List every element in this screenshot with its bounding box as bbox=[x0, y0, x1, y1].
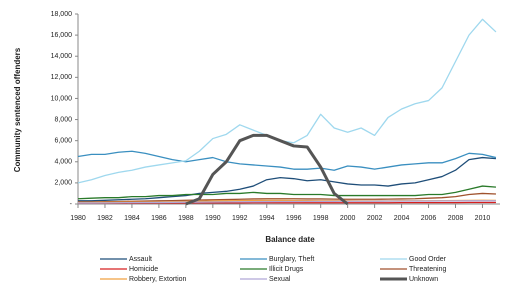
x-tick-label: 1986 bbox=[151, 215, 167, 222]
y-tick-label: 10,000 bbox=[51, 95, 73, 102]
legend-label: Burglary, Theft bbox=[269, 256, 314, 263]
x-tick-label: 2000 bbox=[340, 215, 356, 222]
series-line bbox=[78, 156, 497, 202]
y-tick-label: 12,000 bbox=[51, 74, 73, 81]
y-tick-label: 4,000 bbox=[54, 159, 72, 166]
series-line bbox=[185, 133, 349, 206]
x-tick-label: 1998 bbox=[313, 215, 329, 222]
x-tick-label: 1988 bbox=[178, 215, 194, 222]
y-tick-label: 2,000 bbox=[54, 180, 72, 187]
x-tick-label: 1982 bbox=[97, 215, 113, 222]
legend-label: Illicit Drugs bbox=[269, 266, 304, 273]
y-tick-label: 8,000 bbox=[54, 116, 72, 123]
y-tick-label: 14,000 bbox=[51, 53, 73, 60]
x-tick-label: 1980 bbox=[70, 215, 86, 222]
x-axis-title: Balance date bbox=[265, 235, 315, 244]
legend-label: Homicide bbox=[129, 266, 158, 273]
x-tick-label: 2004 bbox=[394, 215, 410, 222]
x-tick-label: 2008 bbox=[448, 215, 464, 222]
y-tick-label: 6,000 bbox=[54, 138, 72, 145]
x-tick-label: 1984 bbox=[124, 215, 140, 222]
y-tick-label: - bbox=[70, 201, 73, 208]
x-tick-label: 1990 bbox=[205, 215, 221, 222]
series-line bbox=[77, 185, 497, 200]
series-line bbox=[77, 150, 497, 171]
legend-label: Threatening bbox=[409, 266, 446, 273]
x-tick-label: 2002 bbox=[367, 215, 383, 222]
legend-label: Good Order bbox=[409, 256, 447, 263]
series-line bbox=[77, 18, 497, 184]
y-axis-title: Community sentenced offenders bbox=[13, 47, 22, 172]
legend-label: Sexual bbox=[269, 276, 291, 283]
x-tick-label: 2006 bbox=[421, 215, 437, 222]
legend-label: Robbery, Extortion bbox=[129, 276, 187, 283]
x-tick-label: 1992 bbox=[232, 215, 248, 222]
y-tick-label: 18,000 bbox=[51, 11, 73, 18]
y-tick-label: 16,000 bbox=[51, 32, 73, 39]
x-tick-label: 2010 bbox=[475, 215, 491, 222]
x-tick-label: 1994 bbox=[259, 215, 275, 222]
series-line bbox=[78, 192, 496, 203]
legend-label: Unknown bbox=[409, 276, 438, 283]
legend-label: Assault bbox=[129, 256, 152, 263]
series-line bbox=[78, 200, 496, 204]
x-tick-label: 1996 bbox=[286, 215, 302, 222]
